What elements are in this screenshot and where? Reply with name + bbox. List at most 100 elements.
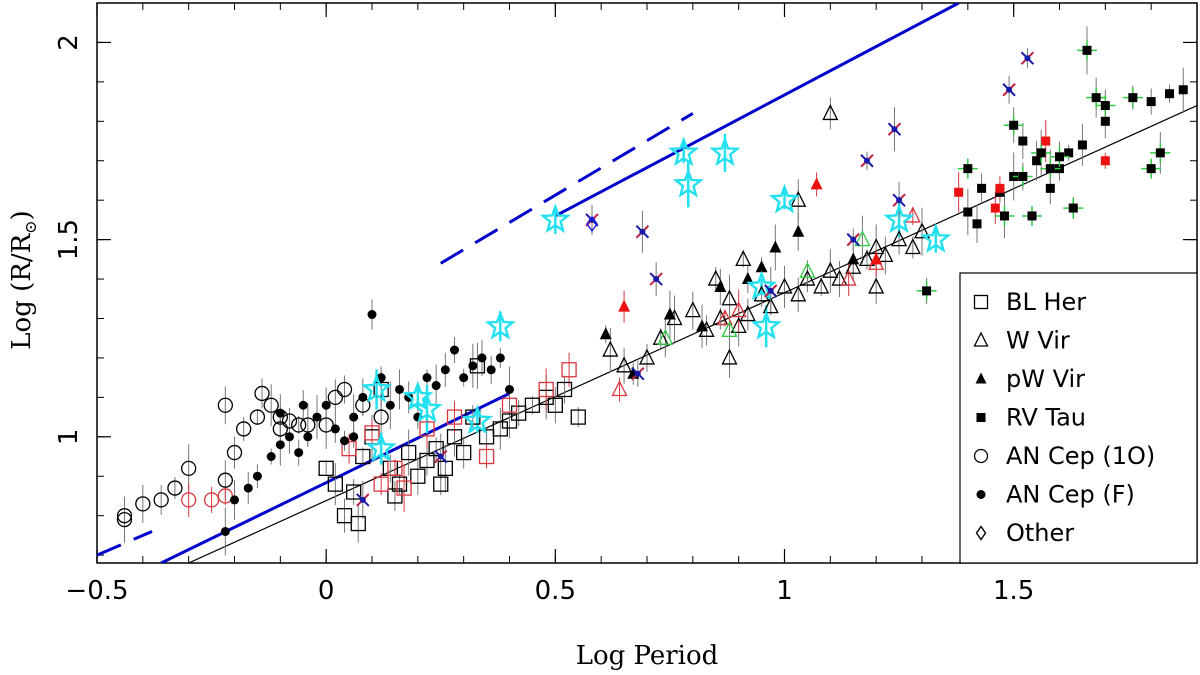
point-open-circle <box>249 409 266 425</box>
point-filled-triangle <box>755 260 768 273</box>
point-filled-circle <box>340 436 349 446</box>
axis-ticks: −0.5 0 0.5 1 1.5 1 1.5 2 <box>54 3 1197 606</box>
point-filled-triangle <box>618 299 631 312</box>
point-filled-square <box>1045 164 1055 174</box>
legend-symbol-open-square <box>973 294 989 310</box>
point-filled-square <box>1100 101 1110 111</box>
point-filled-circle <box>495 353 505 363</box>
point-open-square <box>538 381 554 398</box>
point-open-triangle <box>868 277 885 294</box>
point-filled-square <box>1018 172 1028 182</box>
point-open-circle <box>254 385 270 402</box>
point-open-square <box>501 397 518 413</box>
point-open-circle <box>153 492 169 508</box>
point-filled-circle <box>459 373 469 383</box>
point-open-circle <box>181 492 197 508</box>
fit-line-fit-blue-upper <box>554 3 960 218</box>
legend-symbol-open-circle <box>973 448 989 464</box>
point-open-star <box>883 203 915 234</box>
point-filled-square <box>1068 203 1078 213</box>
legend-symbol-filled-triangle <box>975 372 987 384</box>
point-open-circle <box>281 413 298 429</box>
point-filled-circle <box>422 373 432 383</box>
point-filled-square <box>1100 156 1110 166</box>
point-filled-triangle <box>714 279 727 292</box>
point-open-triangle <box>730 301 747 318</box>
legend-items: BL Her W Vir pW Vir RV Tau AN Cep (1O) AN Cep… <box>973 288 1155 547</box>
point-open-square <box>428 440 444 457</box>
legend-box <box>959 272 1198 564</box>
point-open-circle <box>181 460 197 477</box>
x-tick-label: 0 <box>318 576 335 606</box>
point-filled-square <box>954 187 964 197</box>
point-filled-circle <box>243 483 253 493</box>
point-open-square <box>327 476 343 492</box>
point-filled-square <box>1082 45 1092 55</box>
point-open-square <box>547 397 563 413</box>
point-open-star <box>920 223 952 253</box>
legend-label: Other <box>1006 519 1074 547</box>
point-open-square <box>373 476 389 492</box>
y-axis-label-sub: ⊙ <box>21 220 40 233</box>
legend-label: RV Tau <box>1006 404 1086 432</box>
x-tick-label: −0.5 <box>65 576 128 606</box>
point-open-square <box>401 444 417 461</box>
point-open-star <box>709 136 741 167</box>
point-filled-square <box>1077 140 1087 150</box>
point-open-square <box>456 444 472 461</box>
point-open-square <box>501 413 518 429</box>
point-x-mark <box>850 236 857 243</box>
point-filled-circle <box>486 365 496 375</box>
fit-line-fit-blue-dashed-upper <box>439 112 694 265</box>
point-filled-circle <box>294 448 304 458</box>
point-open-circle <box>291 417 307 433</box>
point-filled-square <box>1009 120 1019 130</box>
point-filled-square <box>963 164 973 174</box>
point-open-square <box>570 409 586 425</box>
point-open-triangle <box>845 257 862 274</box>
point-filled-square <box>1064 148 1074 158</box>
point-filled-square <box>1045 183 1055 193</box>
point-filled-triangle <box>599 327 612 340</box>
y-tick-label: 1.5 <box>54 219 84 260</box>
point-filled-circle <box>431 381 441 391</box>
point-filled-circle <box>395 384 404 394</box>
point-open-triangle <box>799 269 816 286</box>
point-open-star <box>484 310 516 340</box>
point-open-square <box>391 476 408 492</box>
point-filled-square <box>1091 93 1101 103</box>
x-tick-label: 0.5 <box>535 576 576 606</box>
point-x-mark <box>437 453 444 460</box>
point-open-triangle <box>735 249 752 266</box>
point-open-triangle <box>616 356 633 373</box>
point-filled-square <box>1178 85 1188 95</box>
point-open-triangle <box>854 230 871 247</box>
point-open-square <box>492 421 508 437</box>
point-filled-square <box>963 207 973 217</box>
point-open-triangle <box>831 269 848 286</box>
point-filled-square <box>1100 116 1110 126</box>
legend-label: AN Cep (1O) <box>1006 442 1155 470</box>
point-open-triangle <box>913 222 931 239</box>
point-open-triangle <box>858 249 876 266</box>
point-open-triangle <box>822 103 839 121</box>
point-open-square <box>318 460 334 477</box>
point-open-triangle <box>730 316 747 334</box>
point-open-circle <box>226 444 243 461</box>
point-open-star <box>768 183 801 214</box>
point-filled-triangle <box>696 319 708 332</box>
point-open-triangle <box>776 277 793 294</box>
point-open-square <box>350 515 366 532</box>
point-open-triangle <box>762 297 779 314</box>
point-filled-triangle <box>810 177 823 190</box>
point-open-square <box>511 405 527 421</box>
legend: BL Her W Vir pW Vir RV Tau AN Cep (1O) AN Cep… <box>959 272 1198 564</box>
point-filled-circle <box>450 345 459 355</box>
point-filled-square <box>1146 97 1156 107</box>
point-open-square <box>556 381 573 398</box>
point-filled-circle <box>298 400 308 410</box>
legend-label: pW Vir <box>1006 365 1085 393</box>
point-open-triangle <box>721 289 738 306</box>
x-tick-label: 1 <box>776 576 793 606</box>
point-open-square <box>446 429 463 445</box>
